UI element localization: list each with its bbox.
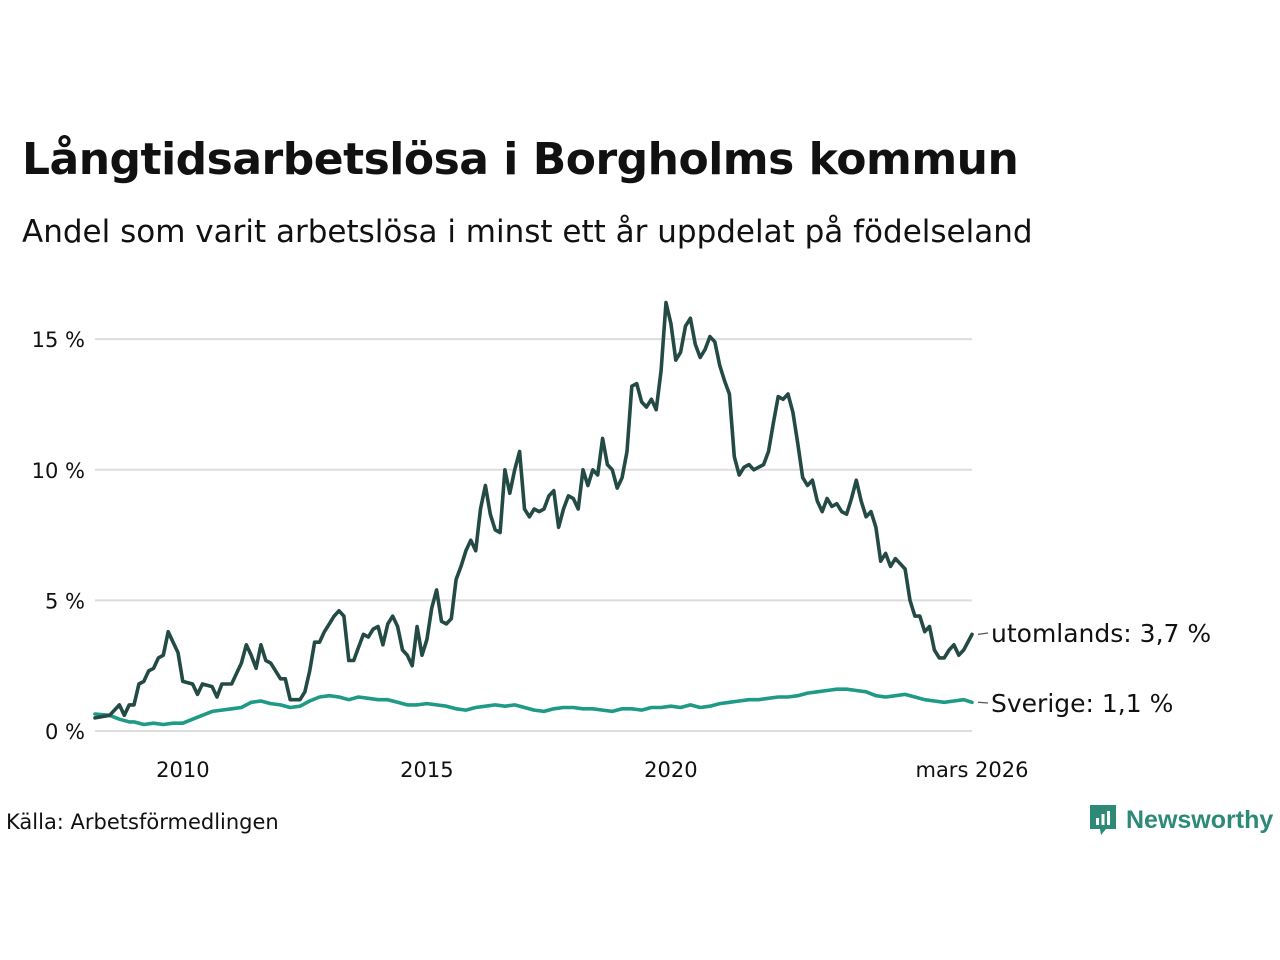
end-label-leader [977, 701, 989, 704]
y-tick-label: 15 % [32, 328, 85, 352]
newsworthy-logo-icon [1090, 805, 1116, 835]
newsworthy-logo[interactable]: Newsworthy [1088, 803, 1273, 837]
brand-name: Newsworthy [1126, 805, 1274, 834]
x-tick-label: mars 2026 [915, 758, 1028, 782]
y-tick-label: 10 % [32, 459, 85, 483]
y-tick-label: 5 % [45, 589, 85, 613]
end-label-sverige: Sverige: 1,1 % [991, 689, 1173, 718]
page-subtitle: Andel som varit arbetslösa i minst ett å… [22, 214, 1033, 250]
end-label-leader [977, 632, 989, 635]
source-note: Källa: Arbetsförmedlingen [6, 810, 279, 834]
x-tick-label: 2015 [400, 758, 453, 782]
series-line-utomlands [93, 300, 974, 720]
y-tick-label: 0 % [45, 720, 85, 744]
page-title: Långtidsarbetslösa i Borgholms kommun [22, 134, 1019, 185]
x-tick-label: 2010 [156, 758, 209, 782]
series-line-sverige [93, 687, 974, 727]
end-label-utomlands: utomlands: 3,7 % [991, 619, 1211, 648]
x-tick-label: 2020 [644, 758, 697, 782]
